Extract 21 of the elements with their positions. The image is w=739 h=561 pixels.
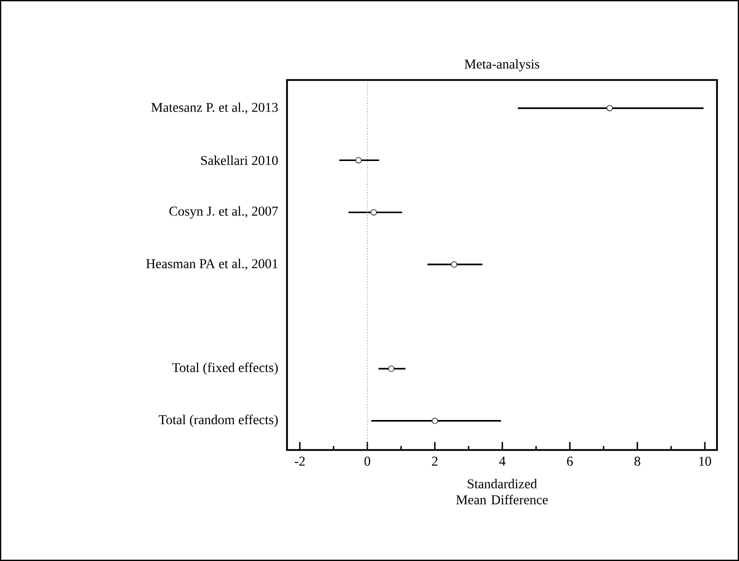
x-axis-title: Standardized Mean Difference	[456, 478, 548, 504]
chart-title: Meta-analysis	[464, 59, 540, 72]
x-tick-label: 8	[634, 456, 640, 466]
x-tick-label: 10	[699, 456, 712, 466]
x-tick-label: 2	[432, 456, 438, 466]
point	[388, 366, 394, 372]
x-tick-label: 0	[364, 456, 370, 466]
point	[370, 209, 377, 216]
point	[355, 157, 362, 164]
point	[606, 105, 613, 112]
y-tick-label: Sakellari 2010	[201, 156, 278, 165]
x-tick-label: 6	[567, 456, 573, 466]
point	[450, 261, 458, 268]
y-tick-label: Cosyn J. et al., 2007	[169, 206, 278, 218]
point	[432, 418, 438, 424]
x-tick-label: 4	[499, 456, 506, 466]
x-tick-label: -2	[294, 456, 305, 466]
y-tick-label: Total (fixed effects)	[172, 362, 278, 375]
y-tick-label: Total (random effects)	[158, 414, 278, 427]
y-tick-label: Heasman PA et al., 2001	[146, 258, 278, 270]
y-tick-label: Matesanz P. et al., 2013	[151, 102, 278, 114]
